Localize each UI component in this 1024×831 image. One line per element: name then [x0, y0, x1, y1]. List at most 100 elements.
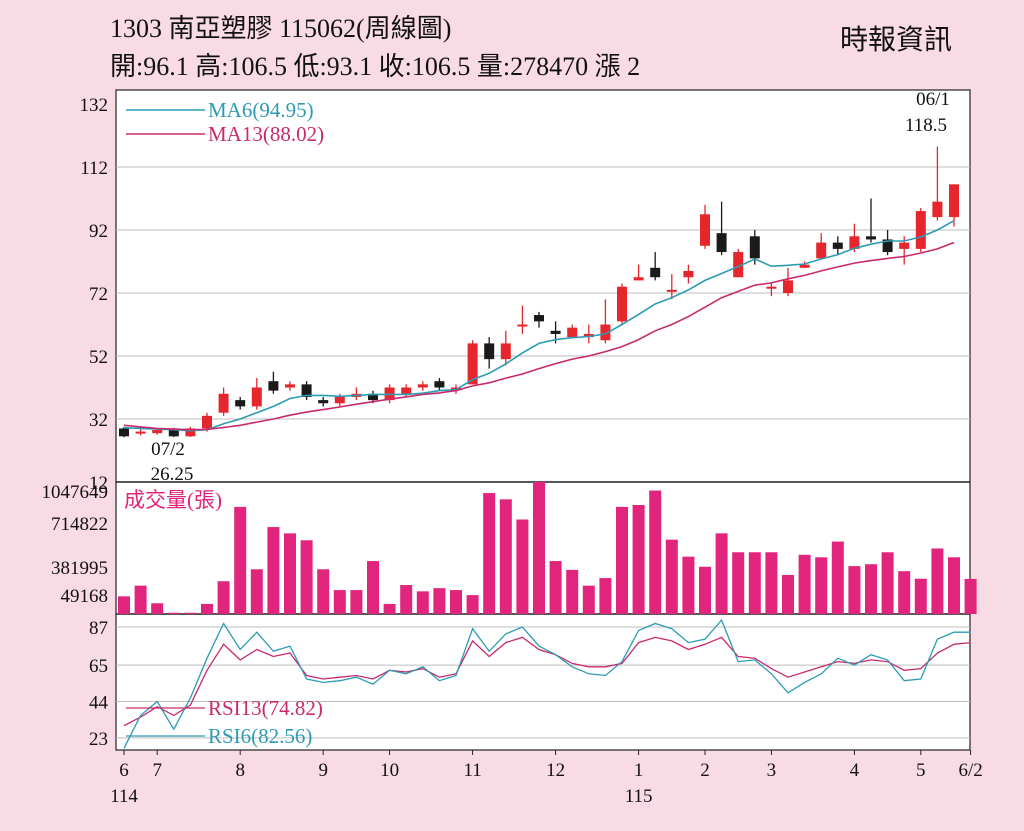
- x-axis-label: 4: [850, 760, 860, 781]
- volume-bar: [433, 588, 446, 614]
- volume-bar: [831, 541, 844, 614]
- candle-body: [633, 277, 644, 281]
- price-tick-label: 32: [89, 410, 108, 431]
- volume-bar: [914, 578, 927, 614]
- volume-bar: [865, 564, 877, 614]
- volume-bar: [300, 540, 313, 614]
- candle-body: [849, 236, 860, 249]
- volume-bar: [616, 506, 628, 614]
- candle-body: [534, 315, 544, 322]
- volume-tick-label: 1047649: [42, 482, 109, 503]
- source-label: 時報資訊: [840, 25, 953, 56]
- candle-body: [368, 393, 378, 401]
- volume-bar: [184, 612, 197, 614]
- rsi-tick-label: 23: [89, 729, 108, 750]
- x-axis-label: 2: [700, 760, 710, 781]
- candle-body: [251, 387, 262, 407]
- volume-bar: [699, 566, 711, 614]
- volume-bar: [284, 533, 296, 614]
- volume-bar: [333, 590, 346, 614]
- candle-body: [683, 270, 694, 278]
- candle-body: [235, 400, 246, 407]
- low-value-annotation: 26.25: [151, 464, 194, 485]
- volume-bar: [317, 569, 330, 614]
- volume-bar: [582, 585, 595, 614]
- volume-bar: [499, 499, 512, 614]
- candle-body: [766, 286, 777, 289]
- volume-panel-title: 成交量(張): [124, 488, 222, 512]
- legend-label: MA13(88.02): [208, 122, 324, 146]
- rsi-line: [123, 636, 971, 727]
- chart-title: 1303 南亞塑膠 115062(周線圖): [110, 14, 452, 43]
- volume-bar: [350, 590, 363, 614]
- candle-body: [882, 239, 893, 253]
- volume-bar: [549, 561, 562, 614]
- volume-bar: [948, 557, 960, 614]
- volume-bar: [250, 569, 263, 614]
- x-axis-label: 12: [546, 760, 565, 781]
- candle-body: [749, 236, 760, 259]
- ma13-line: [123, 241, 955, 431]
- x-axis-label: 6: [119, 760, 129, 781]
- candle-body: [401, 387, 412, 394]
- candle-body: [550, 330, 561, 334]
- candle-body: [135, 431, 146, 434]
- x-axis-label: 7: [152, 760, 162, 781]
- volume-bar: [167, 612, 180, 614]
- candle-body: [600, 324, 611, 341]
- ohlc-summary: 開:96.1 高:106.5 低:93.1 收:106.5 量:278470 漲…: [110, 52, 641, 81]
- candle-body: [866, 236, 876, 240]
- volume-bar: [466, 595, 479, 614]
- volume-bar: [798, 554, 811, 614]
- candle-body: [583, 333, 594, 338]
- candle-body: [500, 343, 511, 360]
- candle-body: [301, 384, 312, 397]
- volume-bar: [516, 519, 529, 614]
- candle-body: [567, 327, 578, 338]
- candle-body: [202, 415, 212, 429]
- volume-bar: [201, 603, 213, 614]
- high-value-annotation: 118.5: [905, 115, 947, 136]
- volume-bar: [715, 533, 728, 614]
- volume-bar: [151, 603, 164, 614]
- candle-body: [484, 343, 495, 360]
- volume-bar: [533, 482, 545, 614]
- volume-bar: [566, 569, 579, 614]
- candle-body: [467, 343, 478, 385]
- rsi-legend-label: RSI6(82.56): [208, 724, 312, 748]
- candle-body: [700, 214, 710, 246]
- price-tick-label: 72: [89, 284, 108, 305]
- volume-bar: [815, 557, 828, 614]
- candle-body: [517, 324, 528, 327]
- volume-bar: [217, 581, 230, 614]
- candle-body: [666, 289, 677, 292]
- volume-bar: [898, 571, 911, 614]
- volume-bar: [765, 552, 778, 614]
- volume-bar: [848, 566, 861, 614]
- volume-bar: [134, 585, 147, 614]
- price-tick-label: 132: [80, 95, 109, 116]
- volume-tick-label: 49168: [61, 586, 109, 607]
- volume-bar: [682, 556, 695, 614]
- candle-body: [932, 201, 943, 218]
- price-tick-label: 112: [80, 158, 108, 179]
- volume-bar: [483, 493, 496, 614]
- rsi-tick-label: 87: [89, 618, 108, 639]
- candle-body: [716, 233, 727, 253]
- volume-bar: [599, 578, 612, 614]
- x-axis-label: 1: [634, 760, 644, 781]
- x-axis-label: 9: [318, 760, 328, 781]
- candle-body: [650, 267, 661, 278]
- candle-body: [949, 184, 959, 218]
- x-axis-label: 6/2: [958, 760, 982, 781]
- x-axis-label: 10: [380, 760, 399, 781]
- price-tick-label: 12: [89, 473, 108, 494]
- candle-body: [799, 264, 810, 268]
- volume-bar: [400, 585, 413, 614]
- candle-body: [733, 252, 744, 278]
- candle-body: [268, 381, 279, 391]
- ma6-line: [123, 220, 955, 432]
- volume-bar: [881, 552, 894, 614]
- candle-body: [915, 211, 926, 249]
- candle-body: [318, 400, 329, 404]
